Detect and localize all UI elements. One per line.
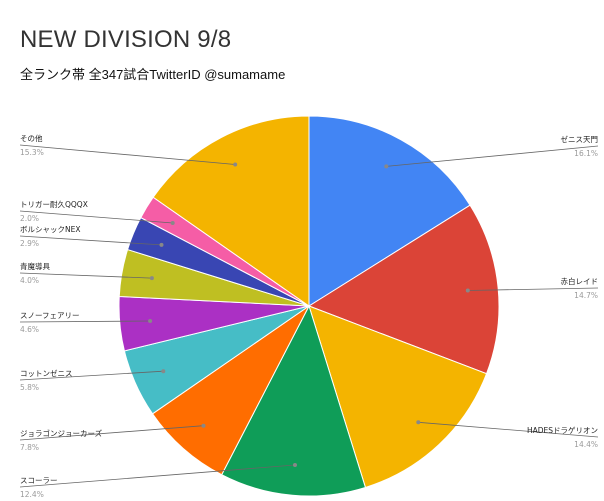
pie-slice-5 xyxy=(151,305,310,476)
slice-label-11: その他 xyxy=(20,133,43,143)
slice-label-9: ボルシャックNEX xyxy=(20,225,81,234)
leader-dot-9 xyxy=(159,242,164,247)
pie-slice-11 xyxy=(152,115,310,307)
leader-line-7 xyxy=(19,320,151,323)
slice-percent-7: 4.6% xyxy=(20,325,39,334)
leader-line-9 xyxy=(19,235,162,246)
slice-percent-6: 5.8% xyxy=(20,383,39,392)
slice-label-7: スノーフェアリー xyxy=(20,311,80,320)
slice-label-1: ゼニス天門 xyxy=(561,134,599,144)
slice-label-4: スコーラー xyxy=(20,476,58,485)
leader-dot-10 xyxy=(170,221,175,225)
leader-line-1 xyxy=(386,145,599,167)
leader-line-5 xyxy=(19,425,204,441)
pie-slice-3 xyxy=(308,305,488,489)
leader-line-6 xyxy=(19,370,164,381)
slice-label-3: HADESドラゲリオン xyxy=(527,426,598,435)
leader-line-10 xyxy=(19,210,173,224)
slice-percent-4: 12.4% xyxy=(20,490,44,499)
leader-dot-8 xyxy=(149,276,154,281)
slice-percent-1: 16.1% xyxy=(574,149,598,158)
slice-percent-3: 14.4% xyxy=(574,440,598,449)
slice-percent-2: 14.7% xyxy=(574,291,598,300)
leader-line-8 xyxy=(19,272,152,279)
slice-label-8: 青魔導具 xyxy=(20,261,50,271)
slice-percent-10: 2.0% xyxy=(20,214,39,223)
leader-dot-4 xyxy=(293,463,297,467)
leader-line-11 xyxy=(19,144,236,165)
pie-slice-2 xyxy=(307,204,500,375)
leader-dot-3 xyxy=(416,420,421,425)
leader-dot-2 xyxy=(465,288,470,293)
chart-title: NEW DIVISION 9/8 xyxy=(20,26,232,53)
pie-slice-1 xyxy=(308,115,471,307)
slice-percent-11: 15.3% xyxy=(20,148,44,157)
slice-percent-5: 7.8% xyxy=(20,443,39,452)
slice-label-6: コットンゼニス xyxy=(20,368,73,378)
leader-dot-1 xyxy=(384,164,389,169)
leader-line-3 xyxy=(418,421,599,438)
leader-dot-6 xyxy=(161,369,166,374)
slice-label-5: ジョラゴンジョーカーズ xyxy=(20,428,103,438)
pie-slice-4 xyxy=(221,304,367,497)
chart-subtitle: 全ランク帯 全347試合TwitterID @sumamame xyxy=(20,67,286,82)
leader-line-4 xyxy=(19,464,296,488)
slice-percent-8: 4.0% xyxy=(20,276,39,285)
slice-label-2: 赤白レイド xyxy=(561,276,599,286)
leader-dot-11 xyxy=(233,162,238,167)
leader-dot-5 xyxy=(201,423,206,428)
leader-line-2 xyxy=(467,287,599,291)
slice-label-10: トリガー耐久QQQX xyxy=(20,199,88,209)
slice-percent-9: 2.9% xyxy=(20,239,39,248)
leader-dot-7 xyxy=(148,319,153,323)
